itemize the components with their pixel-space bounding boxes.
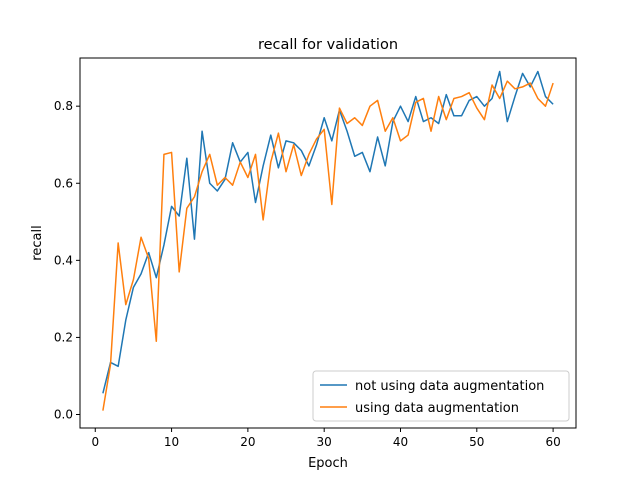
x-tick-label: 20 — [240, 435, 255, 449]
y-tick-label: 0.8 — [54, 99, 73, 113]
y-axis-label: recall — [30, 225, 45, 260]
legend-box — [312, 370, 570, 422]
x-axis: 0 10 20 30 40 50 60 — [91, 428, 561, 449]
plot-area — [79, 57, 577, 429]
x-tick-label: 40 — [393, 435, 408, 449]
y-tick-label: 0.2 — [54, 330, 73, 344]
y-tick-label: 0.4 — [54, 253, 73, 267]
chart-title: recall for validation — [258, 37, 398, 53]
series-line-0 — [102, 70, 554, 394]
x-tick-label: 60 — [545, 435, 560, 449]
x-tick-label: 0 — [91, 435, 99, 449]
y-axis: 0.0 0.2 0.4 0.6 0.8 — [54, 99, 80, 422]
legend-label-1: using data augmentation — [355, 401, 519, 416]
legend: not using data augmentation using data a… — [312, 370, 570, 422]
y-tick-label: 0.0 — [54, 408, 73, 422]
series-layer — [102, 70, 554, 411]
y-tick-label: 0.6 — [54, 176, 73, 190]
legend-label-0: not using data augmentation — [355, 379, 544, 394]
x-tick-label: 30 — [317, 435, 332, 449]
x-tick-label: 10 — [164, 435, 179, 449]
x-axis-label: Epoch — [308, 456, 348, 471]
x-tick-label: 50 — [469, 435, 484, 449]
series-line-1 — [102, 80, 554, 411]
